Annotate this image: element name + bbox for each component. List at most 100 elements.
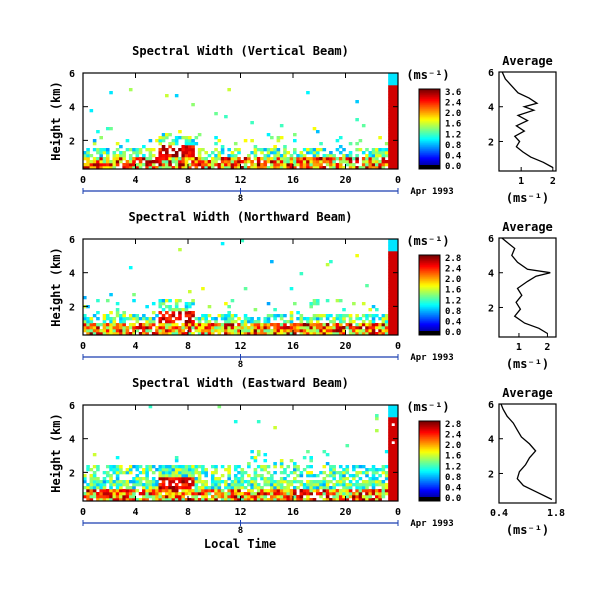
heatmap-cell	[338, 314, 343, 318]
heatmap-cell	[237, 483, 241, 487]
heatmap-cell	[145, 480, 149, 484]
heatmap-cell	[253, 145, 258, 149]
heatmap-cell	[375, 429, 379, 433]
heatmap-cell	[184, 492, 189, 496]
heatmap-cell	[122, 492, 126, 496]
heatmap-cell	[371, 480, 376, 484]
heatmap-cell	[181, 489, 186, 493]
heatmap-cell	[358, 486, 363, 490]
heatmap-cell	[237, 498, 241, 502]
heatmap-cell	[289, 157, 294, 161]
heatmap-cell	[394, 423, 399, 427]
heatmap-cell	[112, 465, 117, 469]
heatmap-cell	[293, 489, 297, 493]
heatmap-cell	[319, 326, 323, 330]
heatmap-cell	[391, 97, 396, 101]
heatmap-cell	[378, 136, 382, 140]
heatmap-cell	[122, 320, 126, 324]
heatmap-cell	[329, 163, 333, 167]
heatmap-cell	[329, 498, 333, 502]
heatmap-cell	[381, 151, 386, 155]
heatmap-cell	[368, 323, 373, 327]
heatmap-cell	[289, 314, 294, 318]
heatmap-cell	[230, 317, 235, 321]
heatmap-cell	[338, 489, 343, 493]
heatmap-cell	[105, 492, 110, 496]
heatmap-cell	[276, 323, 281, 327]
profile-y-tick-label: 2	[488, 303, 494, 314]
heatmap-cell	[273, 154, 277, 158]
heatmap-cell	[165, 495, 169, 499]
heatmap-cell	[194, 136, 199, 140]
heatmap-cell	[335, 326, 340, 330]
heatmap-cell	[92, 314, 97, 318]
heatmap-cell	[325, 480, 330, 484]
heatmap-cell	[299, 160, 304, 164]
heatmap-cell	[227, 163, 231, 167]
heatmap-cell	[135, 314, 140, 318]
heatmap-cell	[391, 474, 396, 478]
heatmap-cell	[279, 480, 284, 484]
heatmap-cell	[240, 486, 245, 490]
heatmap-cell	[315, 480, 320, 484]
colorbar-segment	[419, 277, 440, 280]
heatmap-cell	[319, 148, 323, 152]
heatmap-cell	[197, 157, 202, 161]
heatmap-cell	[201, 483, 205, 487]
heatmap-cell	[92, 453, 97, 457]
heatmap-cell	[279, 326, 284, 330]
heatmap-cell	[210, 498, 215, 502]
colorbar-segment	[419, 265, 440, 268]
heatmap-cell	[89, 160, 94, 164]
heatmap-cell	[394, 293, 399, 297]
heatmap-cell	[99, 154, 103, 158]
heatmap-cell	[315, 483, 320, 487]
heatmap-cell	[224, 323, 228, 327]
heatmap-cell	[197, 471, 202, 475]
heatmap-cell	[302, 498, 307, 502]
heatmap-cell	[224, 157, 228, 161]
heatmap-cell	[165, 160, 169, 164]
heatmap-cell	[197, 465, 202, 469]
heatmap-cell	[365, 483, 369, 487]
heatmap-cell	[270, 151, 274, 155]
heatmap-cell	[161, 154, 166, 158]
heatmap-cell	[391, 112, 396, 116]
heatmap-cell	[361, 166, 366, 170]
heatmap-cell	[178, 474, 182, 478]
heatmap-cell	[348, 160, 353, 164]
heatmap-cell	[394, 411, 399, 415]
heatmap-cell	[155, 498, 159, 502]
heatmap-cell	[266, 480, 271, 484]
heatmap-cell	[142, 486, 146, 490]
heatmap-cell	[348, 492, 353, 496]
colorbar-segment	[419, 109, 440, 112]
heatmap-cell	[174, 498, 179, 502]
heatmap-cell	[394, 290, 399, 294]
heatmap-cell	[279, 317, 284, 321]
heatmap-cell	[105, 148, 110, 152]
heatmap-cell	[115, 495, 120, 499]
heatmap-cell	[289, 287, 294, 291]
heatmap-cell	[214, 483, 218, 487]
heatmap-cell	[122, 163, 126, 167]
colorbar-segment	[419, 275, 440, 278]
heatmap-cell	[361, 332, 366, 336]
heatmap-cell	[151, 480, 156, 484]
profile-title: Average	[502, 220, 553, 234]
heatmap-cell	[345, 498, 350, 502]
heatmap-cell	[243, 317, 248, 321]
heatmap-cell	[306, 157, 310, 161]
heatmap-cell	[296, 311, 300, 315]
heatmap-cell	[270, 314, 274, 318]
heatmap-cell	[322, 483, 327, 487]
heatmap-cell	[253, 332, 258, 336]
heatmap-cell	[230, 326, 235, 330]
heatmap-cell	[240, 498, 245, 502]
heatmap-cell	[388, 85, 392, 89]
heatmap-cell	[115, 465, 120, 469]
heatmap-cell	[335, 329, 340, 333]
heatmap-cell	[109, 317, 113, 321]
heatmap-cell	[237, 160, 241, 164]
heatmap-cell	[132, 480, 136, 484]
